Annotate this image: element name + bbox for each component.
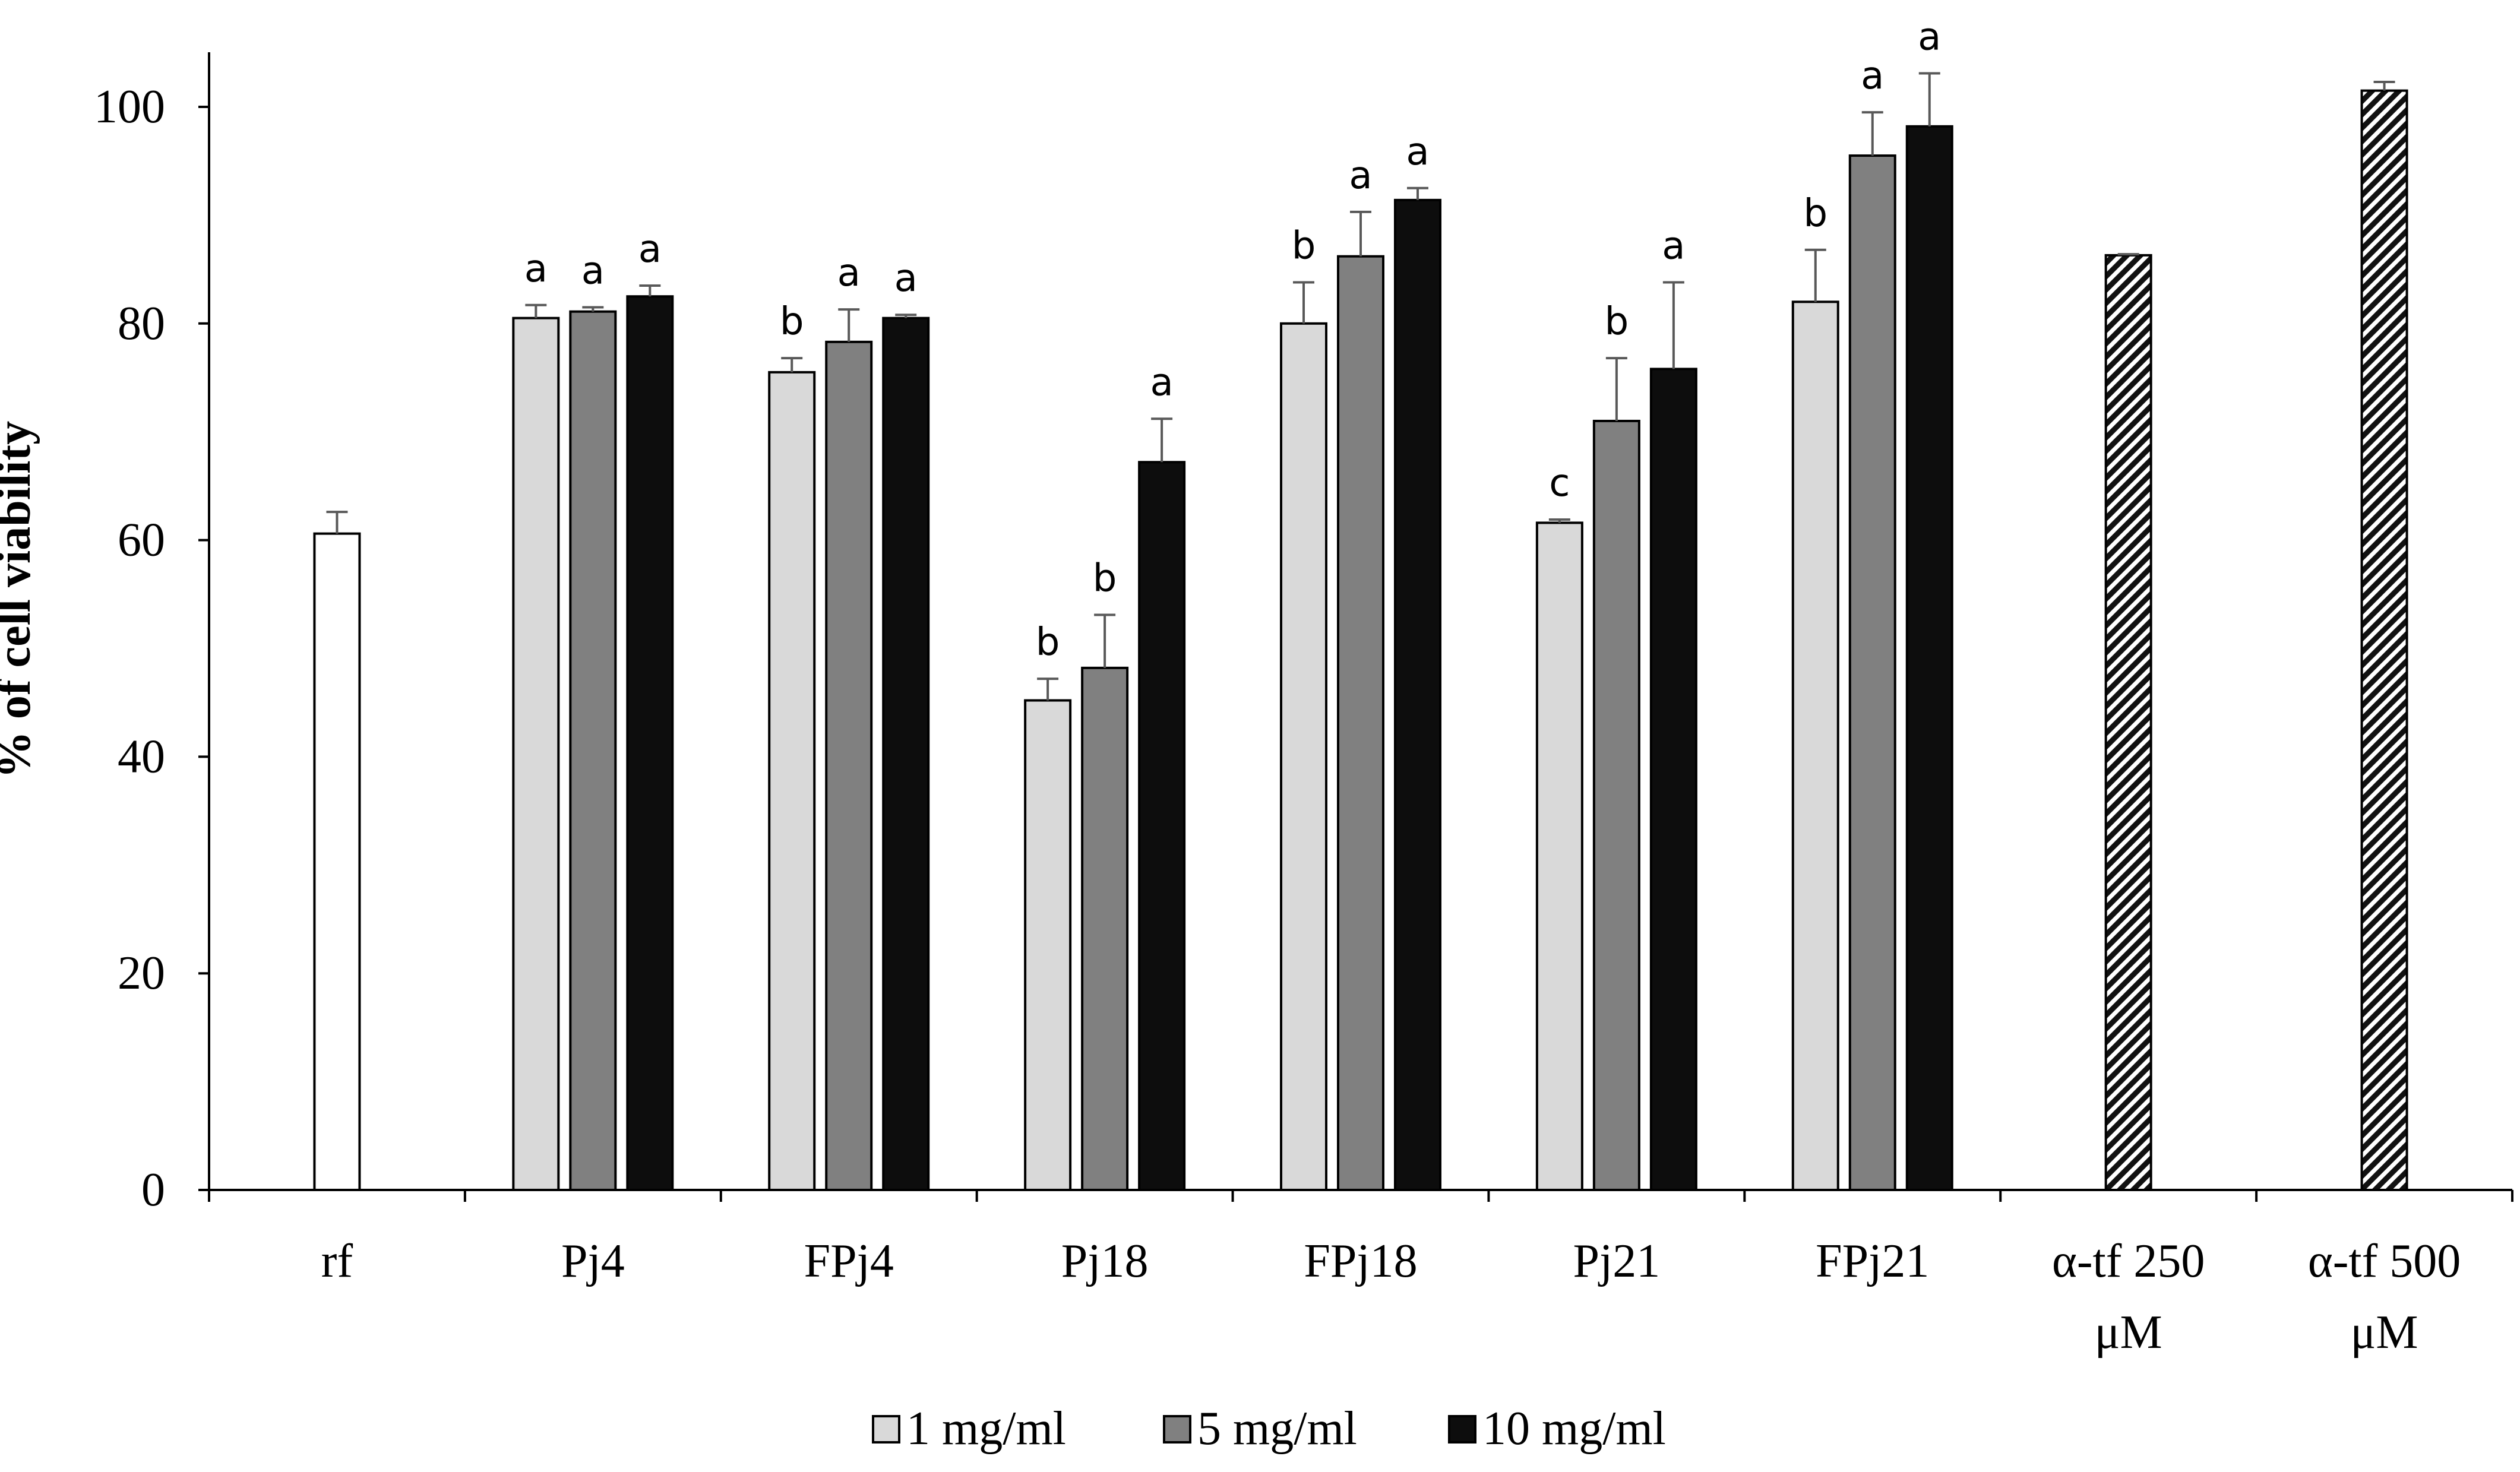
bar: [1024, 699, 1072, 1191]
significance-label: b: [1803, 192, 1827, 236]
x-tick-label: μM: [2095, 1306, 2162, 1359]
legend-entry: 10 mg/ml: [1482, 1403, 1666, 1455]
legend-swatch: [872, 1415, 900, 1443]
legend-swatch: [1163, 1415, 1191, 1443]
bar: [1848, 154, 1896, 1192]
bar: [882, 316, 930, 1191]
bar: [1649, 368, 1697, 1192]
x-tick-label: FPj21: [1816, 1235, 1929, 1287]
bar: [768, 371, 816, 1191]
legend-entry: 5 mg/ml: [1197, 1403, 1357, 1455]
legend-entry: 1 mg/ml: [906, 1403, 1066, 1455]
significance-label: a: [837, 251, 861, 295]
bar: [1394, 198, 1441, 1191]
significance-label: a: [1861, 54, 1884, 98]
significance-label: a: [1349, 154, 1372, 198]
bar: [2360, 89, 2408, 1191]
x-tick-label: α-tf 500: [2308, 1235, 2461, 1287]
y-tick-label: 20: [118, 947, 165, 999]
bar: [512, 316, 560, 1191]
significance-label: b: [780, 300, 804, 344]
y-tick-label: 80: [118, 297, 165, 350]
significance-label: a: [1406, 130, 1429, 174]
x-tick-label: FPj4: [804, 1235, 894, 1287]
bar: [1280, 322, 1327, 1191]
x-tick-label: Pj4: [561, 1235, 625, 1287]
bar: [2104, 254, 2152, 1192]
significance-label: b: [1605, 300, 1629, 344]
significance-label: a: [1918, 15, 1941, 59]
bar: [1905, 125, 1953, 1191]
y-tick-label: 40: [118, 730, 165, 783]
legend: 1 mg/ml 5 mg/ml 10 mg/ml: [872, 1403, 1666, 1455]
significance-label: b: [1292, 224, 1316, 268]
bar: [313, 532, 361, 1191]
bar: [1081, 666, 1129, 1192]
bar: [1791, 300, 1839, 1192]
significance-label: a: [894, 257, 918, 300]
significance-label: a: [1150, 360, 1174, 404]
x-tick-label: rf: [321, 1235, 353, 1287]
x-tick-label: α-tf 250: [2052, 1235, 2205, 1287]
bar: [626, 295, 674, 1192]
significance-label: a: [1662, 224, 1685, 268]
significance-label: a: [524, 247, 548, 291]
bar: [825, 340, 873, 1191]
y-tick-label: 0: [141, 1164, 165, 1216]
y-tick-label: 60: [118, 514, 165, 566]
bar: [1535, 521, 1583, 1191]
legend-swatch: [1448, 1415, 1476, 1443]
bar: [1592, 419, 1640, 1192]
significance-label: c: [1549, 461, 1570, 505]
significance-label: b: [1036, 621, 1060, 664]
bar: [1138, 461, 1186, 1191]
significance-label: a: [581, 249, 605, 293]
x-tick-label: Pj18: [1061, 1235, 1149, 1287]
x-tick-label: FPj18: [1304, 1235, 1417, 1287]
significance-label: b: [1093, 556, 1117, 600]
x-tick-label: μM: [2351, 1306, 2418, 1359]
bar: [569, 310, 617, 1192]
y-axis-label: % of cell viability: [0, 421, 40, 778]
y-tick-label: 100: [94, 81, 165, 133]
plot-area: 0 20 40 60 80 100 rf Pj4 FPj4 Pj18 FPj18 Pj21 FPj21 α…: [94, 15, 2513, 1359]
significance-label: a: [638, 227, 662, 271]
x-tick-label: Pj21: [1573, 1235, 1661, 1287]
bar: [1337, 255, 1384, 1191]
